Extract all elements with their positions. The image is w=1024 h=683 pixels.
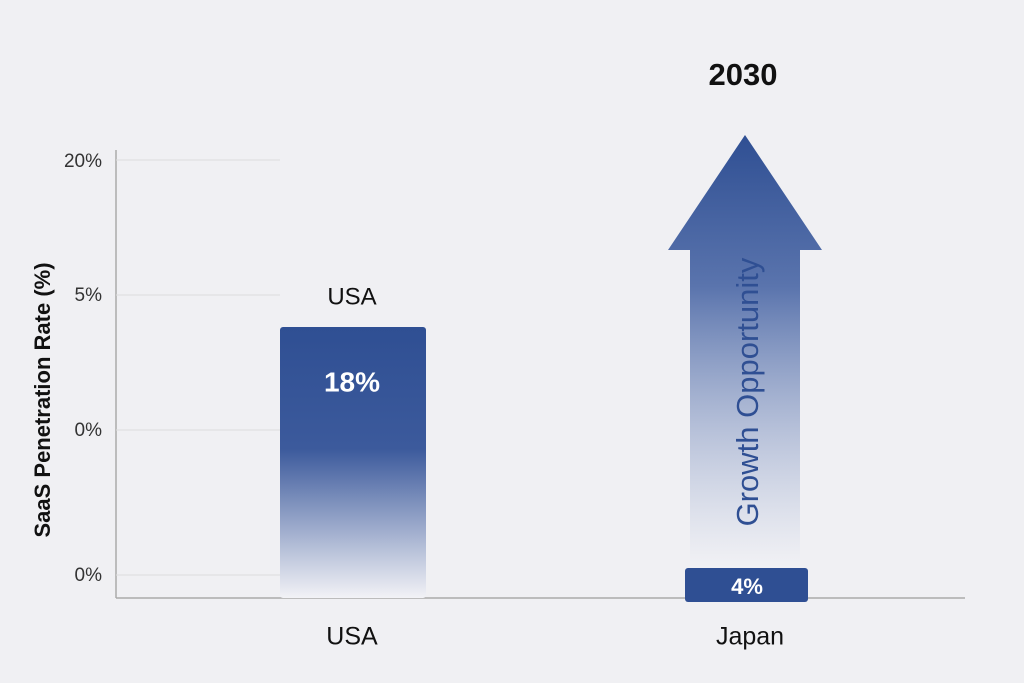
- growth-arrow: [668, 135, 822, 568]
- title: 2030: [709, 57, 778, 92]
- bar: [280, 327, 426, 598]
- y-tick-label: 0%: [75, 565, 103, 586]
- arrow-label: Growth Opportunity: [730, 257, 765, 526]
- y-tick-label: 20%: [64, 151, 102, 172]
- bar-top-label: USA: [327, 283, 376, 310]
- bar: [685, 568, 808, 602]
- y-tick-label: 5%: [75, 285, 103, 306]
- value-label: 18%: [324, 366, 380, 397]
- value-label: 4%: [731, 574, 763, 599]
- y-tick-label: 0%: [75, 420, 103, 441]
- y-axis-label: SaaS Penetration Rate (%): [30, 262, 55, 537]
- x-tick-label: USA: [326, 623, 378, 651]
- x-tick-label: Japan: [716, 623, 784, 651]
